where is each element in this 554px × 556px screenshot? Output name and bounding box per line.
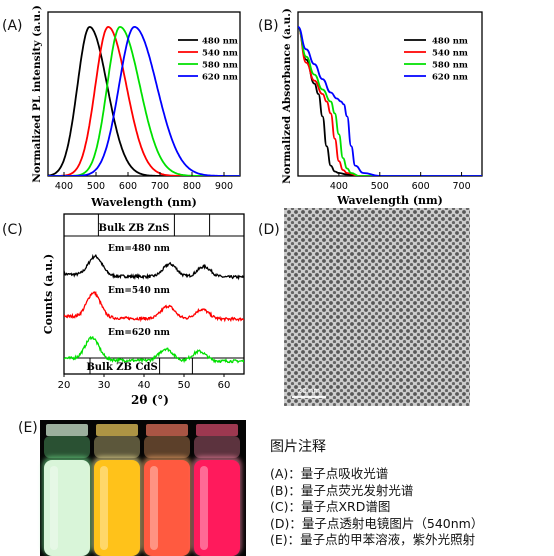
panel-b-xlabel: Wavelength (nm) (336, 194, 443, 207)
panel-d: (D) 20 nm (258, 208, 470, 406)
panel-c-ref-bottom-label: Bulk ZB CdS (86, 362, 157, 373)
panel-a-x-ticks: 400 500 600 700 800 900 (55, 172, 233, 192)
vial-neck (44, 436, 90, 458)
vial-row (42, 424, 242, 556)
vial-neck (94, 436, 140, 458)
b-tick-label: 600 (412, 181, 430, 192)
vial-cap (96, 424, 138, 436)
panel-b-ylabel: Normalized Absorbance (a.u.) (281, 8, 293, 184)
c-tick-label: 40 (138, 380, 151, 391)
abs-curve-1 (298, 26, 482, 176)
b-legend-label: 620 nm (432, 73, 468, 83)
vial-neck (194, 436, 240, 458)
xrd-pattern-2 (64, 290, 244, 323)
xrd-pattern-3 (64, 335, 244, 364)
vial-neck (144, 436, 190, 458)
vial-orange (142, 424, 192, 556)
vial-cap (196, 424, 238, 436)
b-tick-label: 700 (452, 181, 470, 192)
abs-curve-2 (298, 26, 482, 176)
note-line-e: (E)：量子点的甲苯溶液，紫外光照射 (270, 532, 476, 547)
abs-curve-4 (298, 26, 482, 176)
a-tick-label: 800 (183, 181, 201, 192)
a-tick-label: 400 (55, 181, 73, 192)
vial-highlight (100, 466, 108, 550)
vial-liquid (94, 460, 140, 556)
vial-liquid (44, 460, 90, 556)
vial-green (42, 424, 92, 556)
pl-curve-1 (48, 26, 240, 176)
panel-e-tag: (E) (18, 420, 38, 436)
a-legend-label: 620 nm (202, 73, 238, 83)
a-tick-label: 900 (215, 181, 233, 192)
panel-b-series (298, 26, 482, 176)
vial-cap (146, 424, 188, 436)
c-tick-label: 60 (218, 380, 231, 391)
panel-d-tag: (D) (258, 222, 280, 238)
xrd-series-label: Em=540 nm (108, 286, 170, 296)
a-tick-label: 600 (119, 181, 137, 192)
c-tick-label: 20 (58, 380, 71, 391)
vial-red (192, 424, 242, 556)
vial-liquid (144, 460, 190, 556)
panel-c-series-labels: Em=480 nm Em=540 nm Em=620 nm (108, 244, 170, 338)
panel-c: (C) Bulk ZB ZnS Bulk ZB CdS Em=480 nmEm=… (2, 213, 245, 407)
tem-haze (284, 208, 470, 406)
panel-a-ylabel: Normalized PL intensity (a.u.) (31, 5, 43, 183)
a-legend-label: 480 nm (202, 37, 238, 47)
panel-e: (E) (18, 420, 246, 556)
a-tick-label: 500 (87, 181, 105, 192)
xrd-series-label: Em=480 nm (108, 244, 170, 254)
panel-c-frame (63, 213, 245, 375)
figure-notes: 图片注释 (A)：量子点吸收光谱 (B)：量子点荧光发射光谱 (C)：量子点XR… (270, 436, 550, 549)
note-line-d: (D)：量子点透射电镜图片（540nm） (270, 515, 484, 531)
panel-c-ylabel: Counts (a.u.) (42, 254, 55, 334)
panel-c-reference-marks (64, 214, 244, 374)
panel-b-x-ticks: 400 500 600 700 (330, 172, 471, 192)
vial-highlight (150, 466, 158, 550)
b-legend-label: 540 nm (432, 49, 468, 59)
notes-title: 图片注释 (270, 439, 326, 455)
panel-b-legend: 480 nm 540 nm 580 nm 620 nm (404, 37, 468, 83)
note-line-b: (B)：量子点荧光发射光谱 (270, 482, 414, 498)
xrd-pattern-1 (64, 253, 244, 281)
note-line-c: (C)：量子点XRD谱图 (270, 499, 391, 514)
panel-c-series (64, 253, 244, 364)
panel-a-legend: 480 nm 540 nm 580 nm 620 nm (178, 37, 238, 83)
panel-a: (A) 400 500 600 700 800 900 480 nm 540 nm 580 n… (2, 5, 241, 209)
b-legend-label: 580 nm (432, 61, 468, 71)
vial-liquid (194, 460, 240, 556)
note-line-a: (A)：量子点吸收光谱 (270, 466, 389, 481)
a-legend-label: 580 nm (202, 61, 238, 71)
a-legend-label: 540 nm (202, 49, 238, 59)
c-tick-label: 50 (178, 380, 191, 391)
vial-highlight (50, 466, 58, 550)
panel-c-tag: (C) (2, 222, 23, 238)
vial-highlight (200, 466, 208, 550)
abs-curve-3 (298, 26, 482, 176)
vial-yellow (92, 424, 142, 556)
pl-curve-2 (48, 25, 240, 176)
panel-a-series (48, 25, 240, 176)
panel-a-xlabel: Wavelength (nm) (90, 196, 197, 209)
pl-curve-4 (48, 25, 240, 176)
panel-b: (B) 400 500 600 700 480 nm 540 nm 580 nm 620 n… (258, 8, 483, 207)
panel-b-tag: (B) (258, 18, 279, 34)
panel-a-tag: (A) (2, 18, 23, 34)
a-tick-label: 700 (151, 181, 169, 192)
xrd-series-label: Em=620 nm (108, 328, 170, 338)
b-tick-label: 500 (371, 181, 389, 192)
vial-cap (46, 424, 88, 436)
c-tick-label: 30 (98, 380, 111, 391)
panel-c-ref-top-label: Bulk ZB ZnS (99, 223, 170, 234)
tem-micrograph (284, 208, 470, 406)
scale-bar-label: 20 nm (298, 387, 321, 395)
panel-a-frame (47, 11, 241, 177)
panel-c-xlabel: 2θ (°) (131, 393, 169, 407)
panel-c-x-ticks: 20 30 40 50 60 (58, 374, 231, 391)
b-legend-label: 480 nm (432, 37, 468, 47)
b-tick-label: 400 (330, 181, 348, 192)
